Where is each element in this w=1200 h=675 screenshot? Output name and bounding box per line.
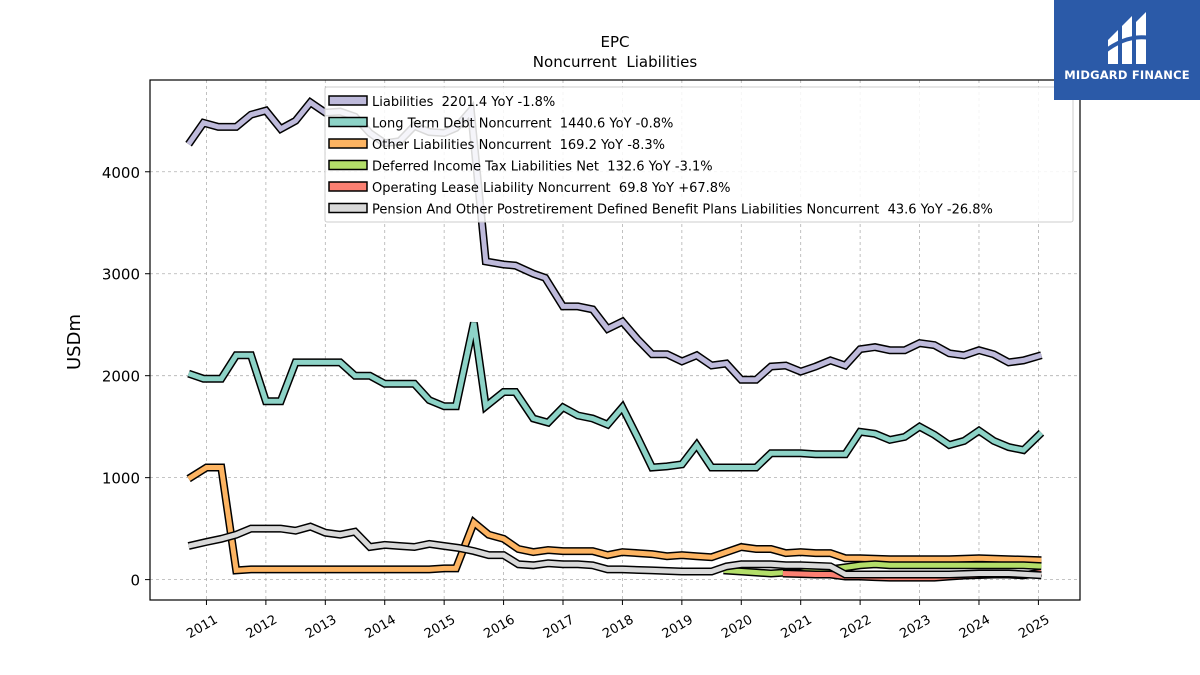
x-tick-label: 2012 xyxy=(244,612,280,642)
chart-title: EPC xyxy=(601,33,630,51)
legend-entry: Operating Lease Liability Noncurrent 69.… xyxy=(372,181,730,196)
legend-entry: Other Liabilities Noncurrent 169.2 YoY -… xyxy=(372,138,665,153)
legend-entry: Long Term Debt Noncurrent 1440.6 YoY -0.… xyxy=(372,117,673,132)
x-tick-label: 2023 xyxy=(897,612,933,642)
legend-entry: Pension And Other Postretirement Defined… xyxy=(372,203,993,218)
series-line xyxy=(187,322,1044,471)
legend-swatch xyxy=(328,95,368,106)
x-tick-label: 2014 xyxy=(363,612,399,642)
x-tick-label: 2018 xyxy=(600,612,636,642)
series-line xyxy=(723,561,1042,577)
y-tick-label: 0 xyxy=(130,572,140,590)
legend-swatch xyxy=(328,116,368,128)
series-line xyxy=(187,465,1042,574)
x-tick-label: 2020 xyxy=(719,612,755,642)
legend-swatch xyxy=(328,138,368,149)
brand-logo: MIDGARD FINANCE xyxy=(1054,0,1200,100)
legend-entry: Deferred Income Tax Liabilities Net 132.… xyxy=(372,160,713,175)
series-2 xyxy=(186,463,1042,575)
legend-entry: Liabilities 2201.4 YoY -1.8% xyxy=(372,95,555,110)
series-1 xyxy=(187,321,1045,472)
x-tick-label: 2016 xyxy=(481,612,517,642)
series-3 xyxy=(723,560,1042,578)
legend: Liabilities 2201.4 YoY -1.8% Long Term De… xyxy=(324,86,1074,223)
x-tick-label: 2013 xyxy=(303,612,339,642)
x-tick-label: 2019 xyxy=(660,612,696,642)
logo-text: MIDGARD FINANCE xyxy=(1064,68,1190,82)
series-5 xyxy=(187,522,1042,580)
x-tick-label: 2017 xyxy=(541,612,577,642)
x-tick-label: 2021 xyxy=(779,612,815,642)
y-tick-label: 4000 xyxy=(102,164,140,182)
x-tick-label: 2015 xyxy=(422,612,458,642)
plot-frame xyxy=(149,79,1081,601)
y-axis-label: USDm xyxy=(64,314,85,370)
midgard-logo-icon xyxy=(1102,12,1151,64)
series-line xyxy=(188,523,1042,578)
y-tick-label: 1000 xyxy=(102,470,140,488)
x-tick-label: 2011 xyxy=(184,612,220,642)
legend-box xyxy=(324,86,1074,223)
chart-subtitle: Noncurrent Liabilities xyxy=(533,53,698,71)
x-tick-label: 2024 xyxy=(957,612,993,642)
y-tick-label: 2000 xyxy=(102,368,140,386)
y-tick-label: 3000 xyxy=(102,266,140,284)
legend-swatch xyxy=(328,202,368,214)
x-tick-label: 2025 xyxy=(1016,612,1052,642)
legend-swatch xyxy=(328,181,368,192)
legend-swatch xyxy=(328,159,368,171)
x-tick-label: 2022 xyxy=(838,612,874,642)
